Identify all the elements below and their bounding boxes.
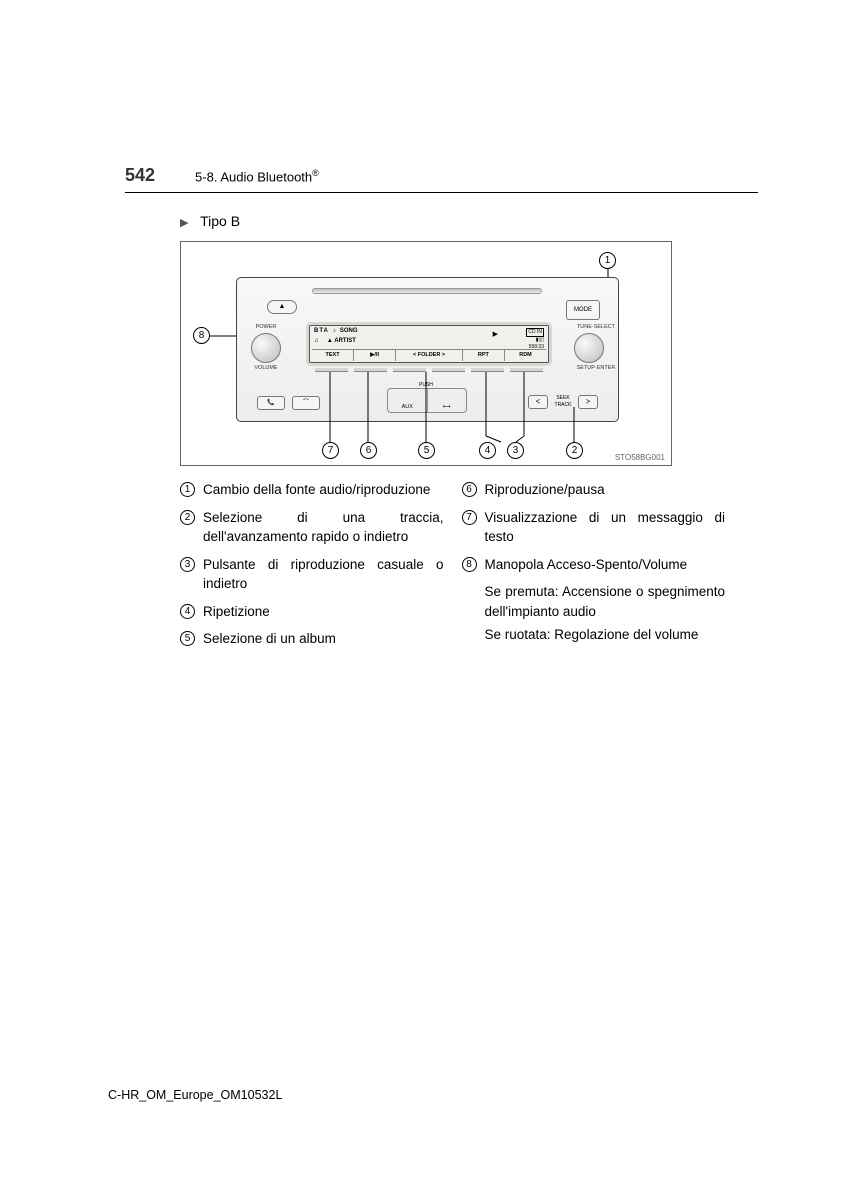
- legend-text: Selezione di un album: [203, 629, 444, 649]
- display-button-row: TEXT ▶/II < FOLDER > RPT RDM: [312, 349, 546, 361]
- preset-tab[interactable]: [471, 368, 504, 372]
- legend-item: 6 Riproduzione/pausa: [462, 480, 726, 500]
- play-pause-button[interactable]: ▶/II: [354, 349, 396, 361]
- callout-5: 5: [418, 442, 435, 459]
- legend-item: 8 Manopola Acceso-Spento/Volume: [462, 555, 726, 575]
- legend-item: 4 Ripetizione: [180, 602, 444, 622]
- usb-port[interactable]: ⟷: [428, 389, 467, 412]
- aux-port[interactable]: AUX: [388, 389, 428, 412]
- legend-text: Manopola Acceso-Spento/Volume: [485, 555, 726, 575]
- seek-next-button[interactable]: >: [578, 395, 598, 409]
- radio-body: ▲ MODE POWER VOLUME TUNE·SELECT SETUP·EN…: [236, 277, 619, 422]
- cd-slot: [312, 288, 542, 294]
- legend-num-icon: 6: [462, 482, 477, 497]
- callout-7: 7: [322, 442, 339, 459]
- play-indicator-icon: ▶: [493, 330, 498, 338]
- page-number: 542: [125, 165, 155, 186]
- eject-button[interactable]: ▲: [267, 300, 297, 314]
- legend-item: 5 Selezione di un album: [180, 629, 444, 649]
- callout-2: 2: [566, 442, 583, 459]
- radio-display: BTA ♪ SONG ♫ ▲ ARTIST CD IN ▮▯▯ 558:33 ▶: [309, 325, 549, 363]
- seek-prev-button[interactable]: <: [528, 395, 548, 409]
- section-title: 5-8. Audio Bluetooth®: [195, 168, 319, 184]
- legend-num-icon: 8: [462, 557, 477, 572]
- callout-6: 6: [360, 442, 377, 459]
- diagram-code: STO58BG001: [615, 453, 665, 462]
- legend-subline: Se ruotata: Regolazione del volume: [485, 625, 726, 645]
- legend-num-icon: 1: [180, 482, 195, 497]
- bta-label: BTA: [314, 328, 329, 334]
- legend-text: Visualizzazione di un messaggio di testo: [485, 508, 726, 547]
- tune-label: TUNE·SELECT: [576, 324, 616, 330]
- legend-text: Selezione di una traccia, dell'avanzamen…: [203, 508, 444, 547]
- legend-num-icon: 7: [462, 510, 477, 525]
- aux-usb-panel: AUX ⟷: [387, 388, 467, 413]
- legend-text: Ripetizione: [203, 602, 444, 622]
- legend-num-icon: 3: [180, 557, 195, 572]
- song-note-icon: ♪: [333, 328, 336, 334]
- legend-num-icon: 4: [180, 604, 195, 619]
- legend-text: Pulsante di riproduzione casuale o indie…: [203, 555, 444, 594]
- artist-label: ARTIST: [334, 338, 356, 344]
- song-label: SONG: [340, 328, 358, 334]
- callout-4: 4: [479, 442, 496, 459]
- legend-item: 1 Cambio della fonte audio/riproduzione: [180, 480, 444, 500]
- page-header: 542 5-8. Audio Bluetooth®: [125, 165, 758, 193]
- legend-text: Riproduzione/pausa: [485, 480, 726, 500]
- subtype-row: ▶ Tipo B: [180, 213, 758, 229]
- subtype-label: Tipo B: [200, 213, 240, 229]
- setup-label: SETUP·ENTER: [576, 365, 616, 371]
- rdm-button[interactable]: RDM: [505, 349, 546, 361]
- phone-pickup-button[interactable]: 📞: [257, 396, 285, 410]
- rpt-button[interactable]: RPT: [463, 349, 505, 361]
- legend-left-column: 1 Cambio della fonte audio/riproduzione …: [180, 480, 444, 657]
- legend-num-icon: 5: [180, 631, 195, 646]
- callout-3: 3: [507, 442, 524, 459]
- preset-tab[interactable]: [432, 368, 465, 372]
- mode-button[interactable]: MODE: [566, 300, 600, 320]
- volume-label: VOLUME: [246, 365, 286, 371]
- subtype-arrow-icon: ▶: [180, 217, 188, 229]
- preset-tab[interactable]: [315, 368, 348, 372]
- legend-item: 2 Selezione di una traccia, dell'avanzam…: [180, 508, 444, 547]
- footer-code: C-HR_OM_Europe_OM10532L: [108, 1088, 282, 1102]
- preset-tab[interactable]: [510, 368, 543, 372]
- artist-icon: ▲: [327, 338, 333, 344]
- tune-select-knob[interactable]: [574, 333, 604, 363]
- preset-tab[interactable]: [354, 368, 387, 372]
- text-button[interactable]: TEXT: [312, 349, 354, 361]
- legend-right-column: 6 Riproduzione/pausa 7 Visualizzazione d…: [462, 480, 726, 657]
- power-label: POWER: [246, 324, 286, 330]
- folder-button[interactable]: < FOLDER >: [396, 349, 463, 361]
- seek-track-label: SEEKTRACK: [548, 395, 578, 409]
- legend-num-icon: 2: [180, 510, 195, 525]
- cd-in-badge: CD IN: [526, 328, 544, 337]
- preset-tabs: [315, 368, 543, 372]
- power-volume-knob[interactable]: [251, 333, 281, 363]
- legend-text: Cambio della fonte audio/riproduzione: [203, 480, 444, 500]
- callout-8: 8: [193, 327, 210, 344]
- legend-subline: Se premuta: Accensione o spegnimento del…: [485, 582, 726, 621]
- legend-item: 7 Visualizzazione di un messaggio di tes…: [462, 508, 726, 547]
- signal-icon: ▮▯▯: [536, 337, 544, 343]
- legend-item: 3 Pulsante di riproduzione casuale o ind…: [180, 555, 444, 594]
- music-note-icon: ♫: [314, 338, 319, 344]
- legend-columns: 1 Cambio della fonte audio/riproduzione …: [180, 480, 725, 657]
- radio-diagram-frame: 8 1 ▲ MODE POWER VOLUME TUNE·SELECT SETU…: [180, 241, 672, 466]
- phone-hangup-button[interactable]: ⌒: [292, 396, 320, 410]
- callout-1: 1: [599, 252, 616, 269]
- seek-track-group: < SEEKTRACK >: [528, 393, 598, 411]
- preset-tab[interactable]: [393, 368, 426, 372]
